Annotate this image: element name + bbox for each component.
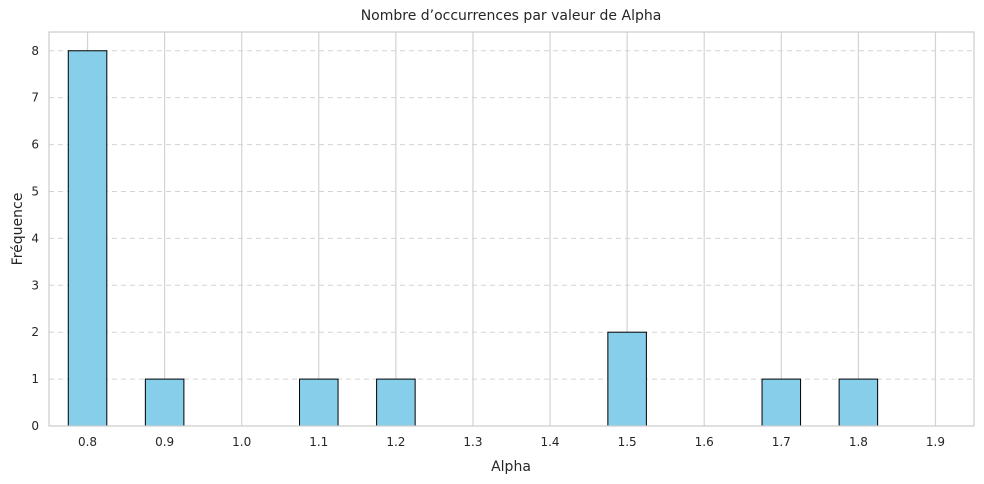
x-tick-label: 1.7	[772, 435, 791, 449]
bars	[67, 50, 879, 427]
bar-0-9	[144, 378, 185, 427]
grid	[49, 32, 974, 426]
bar-1-8	[838, 378, 879, 427]
x-tick-label: 1.0	[232, 435, 251, 449]
x-tick-label: 1.3	[463, 435, 482, 449]
bar-1-5	[607, 331, 647, 427]
y-tick-label: 4	[31, 231, 39, 245]
plot-frame	[48, 31, 975, 427]
bar-1-2	[376, 378, 416, 427]
y-tick-label: 3	[31, 278, 39, 292]
y-tick-label: 7	[31, 91, 39, 105]
x-tick-label: 1.1	[309, 435, 328, 449]
x-tick-label: 0.9	[155, 435, 174, 449]
bar-1-1	[299, 378, 339, 427]
y-axis-label: Fréquence	[10, 193, 26, 266]
y-tick-label: 1	[31, 372, 39, 386]
y-tick-label: 5	[31, 184, 39, 198]
x-axis-label: Alpha	[491, 459, 531, 475]
x-tick-label: 1.2	[386, 435, 405, 449]
bar-0-8	[67, 50, 108, 427]
x-tick-label: 1.6	[695, 435, 714, 449]
chart-title: Nombre d’occurrences par valeur de Alpha	[361, 8, 662, 24]
y-tick-labels: 0 1 2 3 4 5 6 7 8	[31, 44, 39, 433]
x-tick-label: 1.9	[926, 435, 945, 449]
y-tick-label: 6	[31, 138, 39, 152]
y-tick-label: 8	[31, 44, 39, 58]
x-tick-label: 1.4	[540, 435, 559, 449]
x-tick-label: 0.8	[78, 435, 97, 449]
x-tick-label: 1.8	[849, 435, 868, 449]
x-tick-labels: 0.8 0.9 1.0 1.1 1.2 1.3 1.4 1.5 1.6 1.7 1.8 1.9	[78, 435, 945, 449]
y-tick-label: 0	[31, 419, 39, 433]
x-tick-label: 1.5	[618, 435, 637, 449]
y-tick-label: 2	[31, 325, 39, 339]
bar-1-7	[761, 378, 802, 427]
